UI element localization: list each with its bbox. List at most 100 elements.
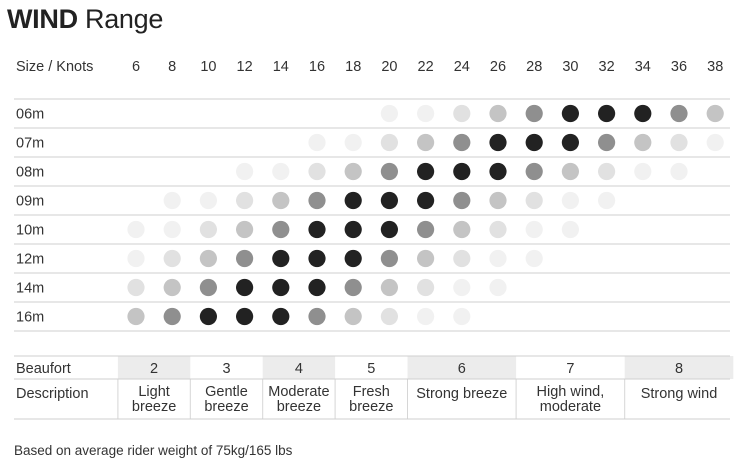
wind-dot (344, 133, 362, 152)
wind-dot (525, 104, 543, 123)
wind-dot (308, 220, 326, 239)
wind-dot (236, 307, 254, 326)
wind-dot (272, 162, 290, 181)
knots-tick-label: 26 (490, 59, 506, 75)
size-row-label: 10m (16, 223, 44, 239)
knots-tick-label: 24 (454, 59, 470, 75)
size-row-label: 16m (16, 310, 44, 326)
beaufort-scale-value: 7 (566, 361, 574, 377)
wind-dot (163, 278, 181, 297)
beaufort-description: Gentle (205, 384, 248, 400)
beaufort-description: breeze (204, 399, 248, 415)
knots-tick-label: 30 (562, 59, 578, 75)
beaufort-description: moderate (540, 399, 601, 415)
wind-dot (417, 133, 435, 152)
wind-dot (417, 191, 435, 210)
knots-tick-label: 34 (635, 59, 651, 75)
size-row-label: 09m (16, 194, 44, 210)
wind-dot (236, 278, 254, 297)
header-label: Size / Knots (16, 59, 93, 75)
beaufort-description: Moderate (268, 384, 329, 400)
wind-dot (163, 220, 181, 239)
knots-tick-label: 16 (309, 59, 325, 75)
wind-dot (272, 220, 290, 239)
beaufort-scale-value: 8 (675, 361, 683, 377)
wind-dot (236, 220, 254, 239)
wind-dot (127, 307, 145, 326)
size-row-label: 07m (16, 136, 44, 152)
wind-dot (706, 104, 724, 123)
beaufort-scale-value: 6 (458, 361, 466, 377)
wind-dot (453, 133, 471, 152)
knots-tick-label: 18 (345, 59, 361, 75)
wind-dot (561, 191, 580, 210)
wind-dot (489, 191, 507, 210)
wind-dot (634, 104, 652, 123)
wind-dot (199, 307, 217, 326)
knots-tick-label: 8 (168, 59, 176, 75)
wind-dot (417, 162, 435, 181)
knots-tick-label: 12 (237, 59, 253, 75)
wind-dot (489, 278, 507, 297)
beaufort-description: breeze (132, 399, 176, 415)
wind-dot (308, 249, 326, 268)
wind-dot (380, 278, 398, 297)
size-row-label: 06m (16, 107, 44, 123)
page-title: WIND Range (7, 4, 163, 35)
wind-dot (344, 307, 362, 326)
beaufort-cell-bg (117, 356, 191, 379)
footnote: Based on average rider weight of 75kg/16… (14, 443, 293, 458)
wind-dot (344, 278, 362, 297)
wind-dot (236, 249, 254, 268)
wind-dot (127, 278, 145, 297)
wind-dot (236, 162, 254, 181)
beaufort-description: Strong wind (641, 386, 718, 402)
wind-dot (380, 220, 398, 239)
wind-dot (489, 104, 507, 123)
knots-tick-label: 36 (671, 59, 687, 75)
wind-range-chart: Size / Knots 6 8 10 12 14 16 18 20 22 24 26 28 30 32 34… (14, 59, 734, 420)
beaufort-description: Fresh (353, 384, 390, 400)
wind-dot (670, 133, 688, 152)
knots-tick-label: 22 (418, 59, 434, 75)
size-row-label: 12m (16, 252, 44, 268)
beaufort-scale-value: 5 (367, 361, 375, 377)
beaufort-scale-value: 4 (295, 361, 303, 377)
wind-dot (236, 191, 254, 210)
beaufort-description: breeze (349, 399, 393, 415)
knots-tick-label: 32 (599, 59, 615, 75)
title-bold: WIND (7, 4, 78, 34)
size-row-label: 08m (16, 165, 44, 181)
wind-dot (199, 191, 217, 210)
wind-dot (272, 307, 290, 326)
beaufort-cell-bg (407, 356, 517, 379)
wind-dot (380, 307, 398, 326)
wind-dot (344, 249, 362, 268)
beaufort-description: Light (138, 384, 169, 400)
wind-dot (380, 133, 398, 152)
wind-dot (380, 162, 398, 181)
wind-dot (308, 278, 326, 297)
wind-dot (489, 162, 507, 181)
beaufort-cell-bg (262, 356, 336, 379)
wind-dot (127, 220, 145, 239)
wind-dot (344, 220, 362, 239)
knots-tick-label: 38 (707, 59, 723, 75)
wind-dot (489, 249, 507, 268)
wind-dot (561, 104, 580, 123)
wind-dot (489, 220, 507, 239)
wind-dot (453, 220, 471, 239)
title-rest: Range (85, 4, 164, 34)
wind-dot (417, 104, 435, 123)
beaufort-scale-value: 2 (150, 361, 158, 377)
wind-dot (453, 307, 471, 326)
wind-dot (453, 104, 471, 123)
wind-dot (163, 307, 181, 326)
wind-dot (308, 307, 326, 326)
wind-dot (308, 191, 326, 210)
wind-dot (561, 133, 580, 152)
wind-dot (272, 249, 290, 268)
wind-dot (453, 162, 471, 181)
wind-dot (598, 162, 616, 181)
wind-dot (127, 249, 145, 268)
